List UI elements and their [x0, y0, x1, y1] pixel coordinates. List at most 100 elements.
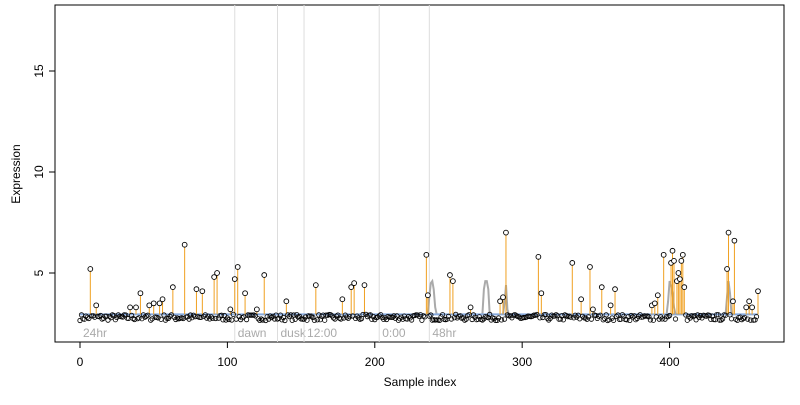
- data-point: [597, 312, 603, 318]
- data-point: [193, 286, 200, 293]
- smoothed-line: [481, 280, 491, 315]
- data-point: [327, 312, 334, 318]
- data-point: [663, 314, 670, 320]
- data-point: [190, 312, 197, 318]
- points-layer: [77, 229, 761, 324]
- data-point: [414, 312, 421, 318]
- data-point: [347, 314, 353, 320]
- data-point: [718, 317, 724, 323]
- data-point: [752, 317, 758, 323]
- data-point: [283, 298, 290, 305]
- data-point: [503, 229, 509, 236]
- data-point: [148, 317, 154, 323]
- data-point: [627, 317, 633, 323]
- data-point: [389, 314, 396, 320]
- data-point: [267, 313, 273, 319]
- data-point: [231, 276, 238, 282]
- data-point: [633, 317, 639, 323]
- data-point: [137, 290, 144, 297]
- data-point: [730, 298, 736, 305]
- data-point: [202, 312, 208, 318]
- data-point: [288, 312, 294, 318]
- data-point: [651, 300, 658, 307]
- data-point: [659, 316, 665, 322]
- data-point: [672, 316, 679, 322]
- data-point: [571, 315, 577, 321]
- data-point: [230, 311, 236, 317]
- data-point: [282, 317, 288, 324]
- data-point: [181, 241, 188, 248]
- data-point: [423, 251, 430, 258]
- data-point: [534, 311, 540, 318]
- data-point: [312, 282, 319, 288]
- y-tick-label: 5: [32, 269, 46, 276]
- data-point: [367, 312, 373, 318]
- data-point: [338, 316, 344, 322]
- data-point: [538, 290, 545, 297]
- data-point: [156, 300, 163, 307]
- x-tick-label: 100: [217, 355, 237, 369]
- data-point: [743, 304, 750, 311]
- spikes-layer: [89, 232, 759, 315]
- data-point: [224, 315, 230, 321]
- data-point: [509, 315, 515, 321]
- data-point: [725, 229, 732, 236]
- data-point: [544, 315, 550, 321]
- y-tick-label: 10: [32, 165, 46, 179]
- data-point: [569, 260, 576, 266]
- data-point: [266, 316, 272, 322]
- data-point: [261, 272, 268, 278]
- annotation-layer: dawn dusk 12:00 0:00 48hr 24hr: [83, 5, 456, 342]
- data-point: [268, 314, 275, 321]
- data-point: [578, 296, 584, 303]
- data-point: [568, 314, 574, 320]
- data-point: [136, 315, 142, 321]
- data-point: [304, 317, 310, 323]
- data-point: [289, 317, 295, 323]
- data-point: [603, 312, 609, 318]
- data-point: [612, 286, 618, 293]
- data-point: [724, 266, 730, 272]
- data-point: [314, 317, 320, 323]
- data-point: [551, 313, 558, 319]
- data-point: [424, 292, 431, 299]
- data-point: [339, 296, 346, 303]
- data-point: [654, 292, 661, 299]
- data-point: [199, 288, 206, 295]
- data-point: [624, 317, 630, 323]
- data-point: [675, 270, 682, 276]
- data-point: [322, 317, 328, 323]
- data-point: [89, 313, 95, 319]
- data-point: [731, 237, 738, 244]
- data-point: [501, 316, 508, 322]
- data-point: [355, 315, 362, 321]
- data-point: [133, 304, 139, 311]
- plot-frame: [54, 4, 785, 343]
- data-point: [476, 314, 482, 320]
- data-point: [666, 312, 673, 319]
- data-point: [447, 272, 453, 278]
- annotation-label: dusk: [281, 326, 307, 340]
- annotation-label: 48hr: [432, 326, 456, 340]
- data-point: [535, 253, 542, 260]
- data-point: [86, 315, 92, 322]
- data-point: [607, 302, 614, 309]
- data-point: [619, 312, 626, 318]
- data-point: [93, 302, 100, 309]
- data-point: [131, 316, 138, 323]
- annotation-label: 24hr: [83, 326, 107, 340]
- data-point: [129, 312, 135, 318]
- data-point: [498, 317, 505, 323]
- data-point: [694, 312, 701, 318]
- data-point: [596, 313, 602, 319]
- data-point: [260, 317, 266, 323]
- data-point: [745, 316, 751, 322]
- x-tick-label: 0: [77, 355, 84, 369]
- data-point: [520, 314, 527, 321]
- annotation-label: dawn: [238, 326, 267, 340]
- data-point: [598, 284, 605, 290]
- data-point: [703, 313, 710, 319]
- data-point: [426, 313, 432, 319]
